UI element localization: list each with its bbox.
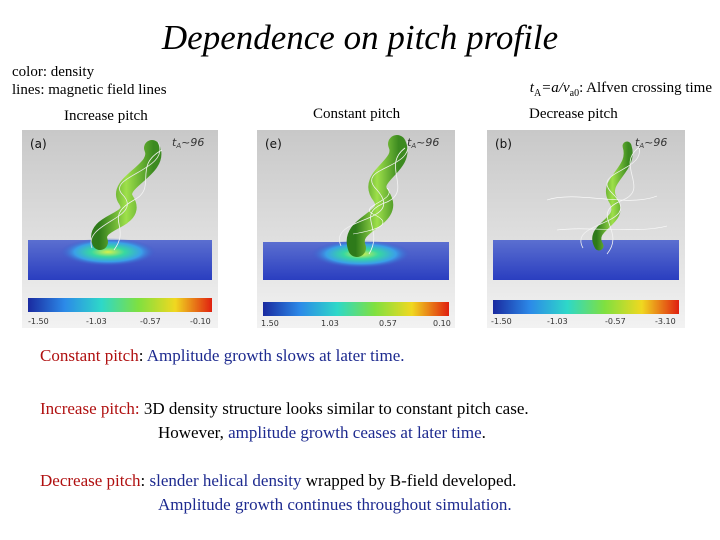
slide-title: Dependence on pitch profile [161, 18, 559, 57]
note-increase-body2c: . [481, 423, 486, 442]
colorbar-b-tick: -1.03 [547, 317, 568, 326]
colorbar-a-tick: -1.50 [28, 317, 49, 326]
colorbar-b-tick: -1.50 [491, 317, 512, 326]
simulation-image-constant: (e) tA~96 1.50 1.03 0.57 0.10 [257, 130, 455, 328]
colorbar-a-tick: -0.10 [190, 317, 211, 326]
colorbar-e-tick: 1.03 [321, 319, 339, 328]
note-constant-colon: : [138, 346, 144, 365]
note-decrease-body1a: slender helical density [145, 471, 302, 490]
note-increase-body2a: However, [158, 423, 229, 442]
colorbar-a-tick: -1.03 [86, 317, 107, 326]
panel-time-a: tA~96 [172, 136, 204, 150]
simulation-image-increase: (a) tA~96 -1.50 -1.03 -0.57 -0.10 [22, 130, 218, 328]
panel-time-e: tA~96 [407, 136, 439, 150]
colorbar-b-tick: -0.57 [605, 317, 626, 326]
colorbar-e-tick: 1.50 [261, 319, 279, 328]
note-constant-head: Constant pitch [40, 346, 139, 365]
alfven-desc: : Alfven crossing time [579, 80, 712, 96]
panel-label-decrease: Decrease pitch [529, 106, 618, 122]
note-increase: Increase pitch: 3D density structure loo… [40, 397, 529, 421]
alfven-expr: =a/v [541, 80, 570, 96]
colorbar-b [493, 300, 679, 314]
note-decrease-body2: Amplitude growth continues throughout si… [158, 495, 512, 514]
panel-label-increase: Increase pitch [64, 108, 148, 124]
note-decrease-head: Decrease pitch [40, 471, 141, 490]
panel-tag-a: (a) [30, 137, 47, 151]
panel-time-b: tA~96 [635, 136, 667, 150]
colorbar-a-tick: -0.57 [140, 317, 161, 326]
alfven-t-symbol: t [529, 80, 534, 96]
panel-tag-e: (e) [265, 137, 282, 151]
note-decrease-colon: : [140, 471, 146, 490]
panel-label-constant: Constant pitch [313, 106, 401, 122]
colorbar-e-tick: 0.10 [433, 319, 451, 328]
simulation-image-decrease: (b) tA~96 -1.50 -1.03 -0.57 -3.10 [487, 130, 685, 328]
note-decrease-body1b: wrapped by B-field developed. [301, 471, 517, 490]
alfven-t-subscript: A [533, 88, 542, 99]
colorbar-a [28, 298, 212, 312]
alfven-time-definition: tA=a/va0: Alfven crossing time [530, 80, 712, 99]
note-constant-body: Amplitude growth slows at later time. [143, 346, 405, 365]
panel-tag-b: (b) [495, 137, 512, 151]
note-increase-body2b: amplitude growth ceases at later time [228, 423, 482, 442]
legend-color-text: color: density [12, 64, 95, 80]
colorbar-b-tick: -3.10 [655, 317, 676, 326]
colorbar-e-tick: 0.57 [379, 319, 397, 328]
legend-lines-text: lines: magnetic field lines [12, 82, 167, 98]
alfven-v-subscript: a0 [569, 88, 580, 99]
note-increase-line2: However, amplitude growth ceases at late… [158, 421, 486, 445]
note-increase-body1: 3D density structure looks similar to co… [139, 399, 529, 418]
note-constant: Constant pitch: Amplitude growth slows a… [40, 344, 405, 368]
note-decrease: Decrease pitch: slender helical density … [40, 469, 516, 493]
note-increase-head: Increase pitch: [40, 399, 140, 418]
colorbar-e [263, 302, 449, 316]
